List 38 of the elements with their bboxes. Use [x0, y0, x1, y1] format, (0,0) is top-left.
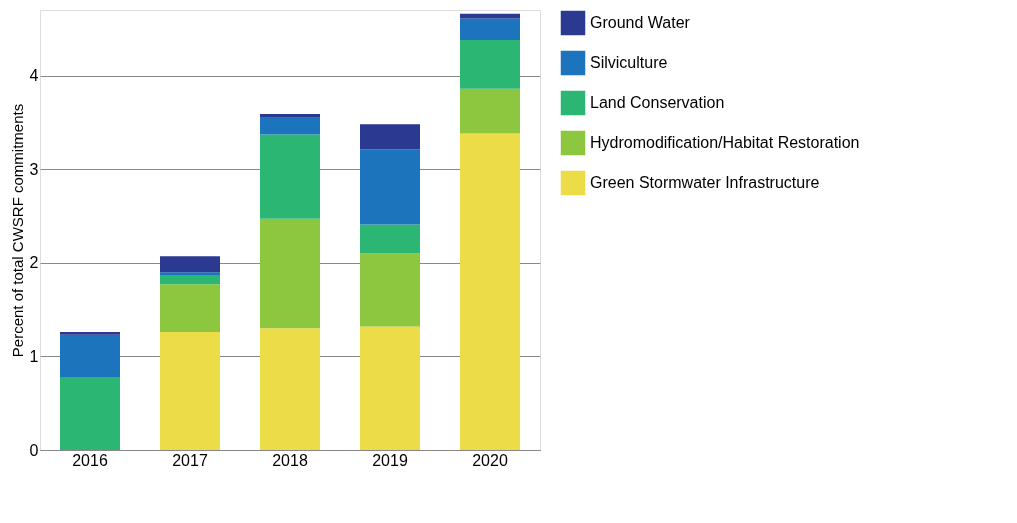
x-tick-label: 2016 [72, 451, 108, 469]
bar [60, 332, 120, 335]
legend-label: Ground Water [590, 14, 691, 31]
y-tick-label: 4 [29, 67, 39, 85]
bar [360, 326, 420, 450]
y-tick-label: 1 [29, 347, 39, 365]
bar [460, 133, 520, 450]
legend-label: Land Conservation [590, 94, 725, 111]
x-tick-label: 2019 [372, 451, 408, 469]
y-tick-label: 2 [29, 254, 39, 272]
bar [260, 328, 320, 450]
legend-label: Hydromodification/Habitat Restoration [590, 134, 860, 151]
bar [60, 376, 120, 450]
bar [260, 113, 320, 118]
legend-label: Silviculture [590, 54, 668, 71]
y-axis-title: Percent of total CWSRF commitments [8, 103, 26, 358]
legend-label: Green Stormwater Infrastructure [590, 174, 820, 191]
x-tick-label: 2020 [472, 451, 508, 469]
bar [260, 134, 320, 219]
x-tick-label: 2018 [272, 451, 308, 469]
bar [160, 256, 220, 273]
bar [360, 149, 420, 225]
bar [160, 272, 220, 275]
bar [460, 18, 520, 40]
bar [460, 39, 520, 89]
bar [360, 224, 420, 254]
bar [360, 124, 420, 150]
x-tick-label: 2017 [172, 451, 208, 469]
bar [360, 253, 420, 327]
bar [60, 334, 120, 377]
bar [260, 218, 320, 329]
bar [460, 88, 520, 134]
bar [160, 274, 220, 285]
bar [260, 117, 320, 135]
bar [160, 332, 220, 450]
bar [160, 284, 220, 333]
y-tick-label: 3 [29, 160, 39, 178]
y-tick-label: 0 [29, 441, 39, 459]
